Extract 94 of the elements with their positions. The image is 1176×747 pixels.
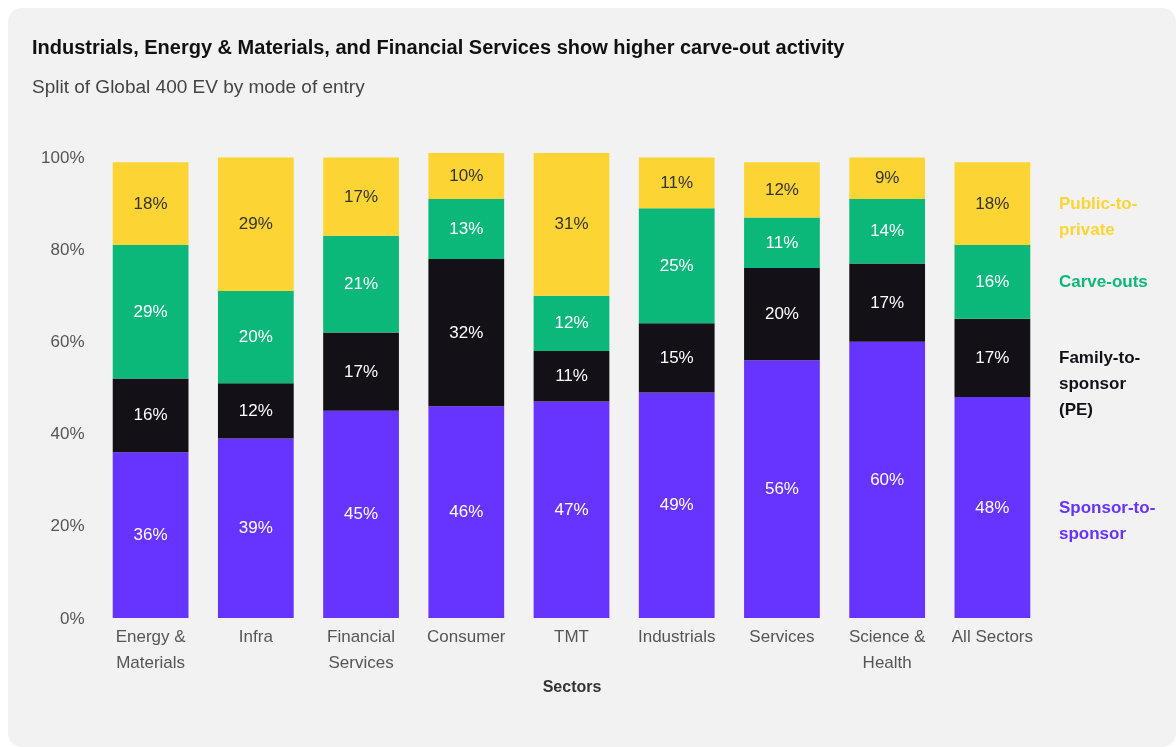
data-label: 17% bbox=[344, 186, 379, 206]
bar bbox=[533, 401, 610, 618]
data-label: 9% bbox=[874, 168, 900, 188]
bar bbox=[849, 263, 926, 342]
data-label: 12% bbox=[554, 313, 589, 333]
series-label: Carve-outs bbox=[1059, 271, 1148, 291]
data-label: 11% bbox=[660, 172, 694, 192]
bar bbox=[638, 157, 715, 209]
bar bbox=[217, 438, 294, 618]
data-label: 16% bbox=[133, 405, 168, 425]
data-label: 18% bbox=[133, 193, 168, 213]
data-label: 13% bbox=[449, 218, 484, 238]
bar bbox=[849, 341, 926, 618]
data-label: 31% bbox=[554, 214, 589, 234]
data-label: 10% bbox=[449, 166, 484, 186]
bar bbox=[638, 392, 715, 618]
y-tick-label: 100% bbox=[41, 148, 85, 168]
x-tick-label: Financial Services bbox=[327, 626, 396, 672]
x-tick-label: Energy & Materials bbox=[115, 626, 187, 672]
data-label: 56% bbox=[764, 479, 799, 499]
data-label: 17% bbox=[344, 361, 379, 381]
bar bbox=[323, 332, 399, 411]
bar bbox=[323, 235, 399, 333]
bar bbox=[744, 360, 820, 618]
bar bbox=[533, 295, 610, 351]
data-label: 32% bbox=[449, 322, 484, 342]
bar bbox=[112, 378, 189, 453]
bar bbox=[744, 162, 820, 218]
data-label: 20% bbox=[238, 327, 273, 347]
data-label: 47% bbox=[554, 499, 589, 519]
y-tick-label: 0% bbox=[59, 608, 85, 628]
bar bbox=[428, 258, 505, 407]
bar bbox=[744, 268, 820, 361]
bar bbox=[744, 217, 820, 269]
bar bbox=[217, 383, 294, 439]
bar bbox=[849, 199, 926, 264]
bar bbox=[428, 406, 505, 618]
data-label: 36% bbox=[133, 525, 168, 545]
bar bbox=[533, 153, 610, 296]
x-tick-label: Services bbox=[749, 626, 815, 646]
data-label: 11% bbox=[765, 232, 799, 252]
x-tick-label: TMT bbox=[554, 626, 589, 646]
bar bbox=[323, 410, 399, 618]
bar bbox=[954, 245, 1031, 319]
data-label: 21% bbox=[344, 274, 379, 294]
bar bbox=[533, 350, 610, 402]
bar bbox=[954, 162, 1031, 246]
x-tick-label: Industrials bbox=[637, 626, 716, 646]
data-label: 48% bbox=[975, 497, 1010, 517]
x-tick-label: Science & Health bbox=[848, 626, 927, 672]
bar bbox=[954, 318, 1031, 398]
bar bbox=[112, 452, 189, 618]
bar bbox=[638, 323, 715, 393]
series-label: Public-to-private bbox=[1059, 193, 1138, 239]
data-label: 29% bbox=[133, 301, 168, 321]
bar bbox=[112, 245, 189, 379]
bar bbox=[849, 157, 926, 200]
data-label: 17% bbox=[975, 347, 1010, 367]
data-label: 39% bbox=[238, 518, 273, 538]
bar bbox=[217, 291, 294, 384]
y-tick-label: 80% bbox=[50, 240, 85, 260]
data-label: 46% bbox=[449, 502, 484, 522]
y-tick-label: 40% bbox=[50, 424, 85, 444]
y-tick-label: 20% bbox=[50, 516, 85, 536]
data-label: 17% bbox=[870, 292, 905, 312]
data-label: 12% bbox=[238, 400, 273, 420]
bar bbox=[112, 162, 189, 246]
data-label: 18% bbox=[975, 193, 1010, 213]
series-label: Sponsor-to-sponsor bbox=[1059, 497, 1156, 543]
x-tick-label: Infra bbox=[238, 626, 274, 646]
bar bbox=[217, 157, 294, 292]
data-label: 25% bbox=[659, 255, 694, 275]
data-label: 16% bbox=[975, 271, 1010, 291]
bar bbox=[323, 157, 399, 236]
data-label: 12% bbox=[764, 179, 799, 199]
data-label: 14% bbox=[870, 221, 905, 241]
data-label: 45% bbox=[344, 504, 379, 524]
bar bbox=[638, 208, 715, 324]
bar bbox=[428, 199, 505, 259]
x-tick-label: All Sectors bbox=[951, 626, 1034, 646]
bar bbox=[428, 153, 505, 200]
x-tick-label: Consumer bbox=[427, 626, 506, 646]
data-label: 20% bbox=[764, 304, 799, 324]
chart-title: Industrials, Energy & Materials, and Financial Services show higher carve-out activity bbox=[32, 36, 845, 59]
data-label: 60% bbox=[870, 469, 905, 489]
data-label: 49% bbox=[659, 495, 694, 515]
data-label: 29% bbox=[238, 214, 273, 234]
bar bbox=[954, 397, 1031, 618]
y-tick-label: 60% bbox=[50, 332, 85, 352]
data-label: 11% bbox=[555, 366, 588, 386]
chart-subtitle: Split of Global 400 EV by mode of entry bbox=[32, 76, 365, 98]
series-label: Family-to-sponsor (PE) bbox=[1059, 347, 1141, 419]
data-label: 15% bbox=[659, 347, 694, 367]
x-axis-title: Sectors bbox=[542, 677, 602, 695]
